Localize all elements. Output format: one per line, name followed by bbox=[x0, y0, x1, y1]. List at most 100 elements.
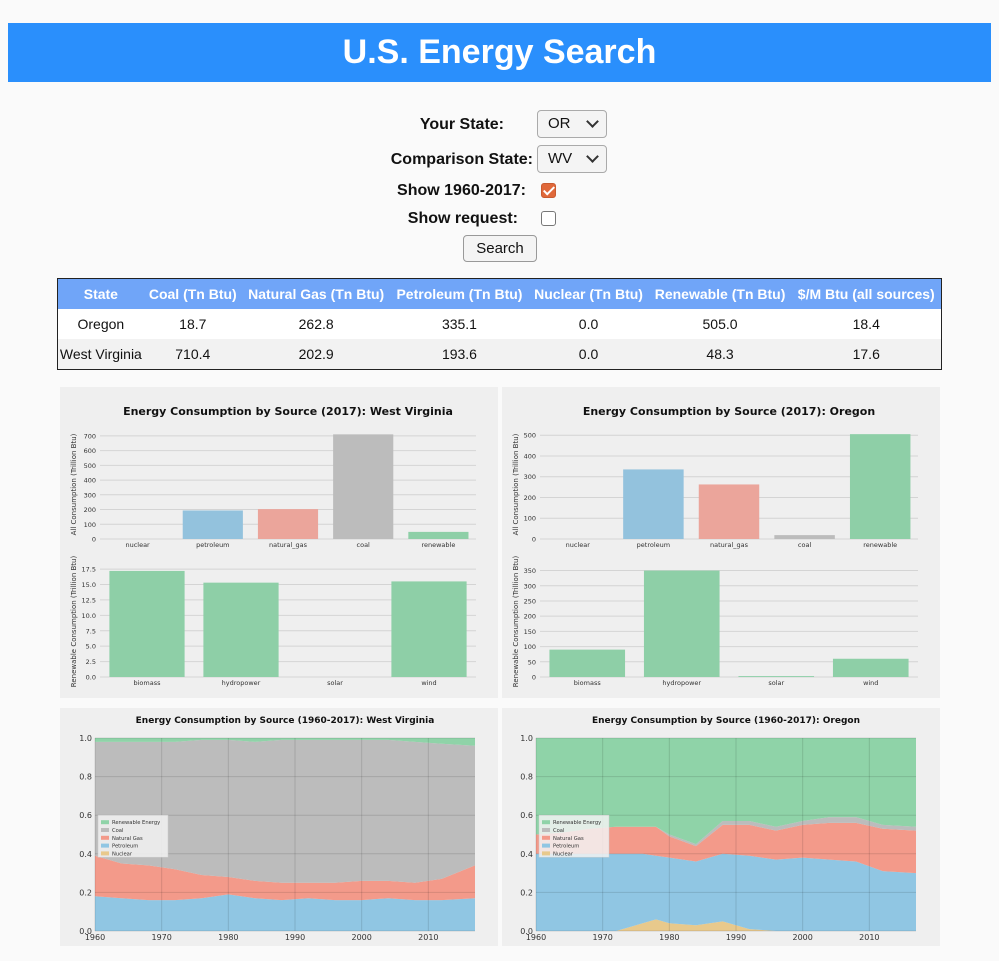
show-request-checkbox[interactable] bbox=[541, 211, 556, 226]
show-history-checkbox[interactable] bbox=[541, 183, 556, 198]
y-tick-label: 300 bbox=[524, 582, 536, 590]
area-coal bbox=[536, 817, 916, 847]
y-tick-label: 0.6 bbox=[79, 811, 92, 820]
your-state-select[interactable]: OR bbox=[537, 110, 607, 138]
legend-entry: Petroleum bbox=[112, 844, 138, 850]
y-tick-label: 0.2 bbox=[79, 888, 92, 897]
x-tick-label: 2010 bbox=[418, 933, 438, 942]
y-tick-label: 7.5 bbox=[86, 627, 96, 635]
wv-history-chart: Energy Consumption by Source (1960-2017)… bbox=[79, 716, 475, 942]
x-tick-label: petroleum bbox=[196, 541, 229, 549]
y-tick-label: 0.8 bbox=[79, 773, 92, 782]
or-2017-panel: Energy Consumption by Source (2017): Ore… bbox=[502, 387, 940, 698]
y-tick-label: 0 bbox=[532, 536, 536, 544]
col-header: Natural Gas (Tn Btu) bbox=[241, 278, 391, 309]
x-tick-label: solar bbox=[327, 679, 343, 687]
x-tick-label: biomass bbox=[134, 679, 162, 687]
or-history-chart: Energy Consumption by Source (1960-2017)… bbox=[520, 716, 916, 942]
table-cell: 48.3 bbox=[648, 339, 792, 370]
table-cell: 505.0 bbox=[648, 309, 792, 339]
y-tick-label: 15.0 bbox=[82, 581, 96, 589]
table-cell: 193.6 bbox=[390, 339, 529, 370]
area-petroleum bbox=[536, 853, 916, 931]
y-tick-label: 0.0 bbox=[79, 927, 92, 936]
x-tick-label: 1960 bbox=[526, 933, 546, 942]
x-tick-label: 2000 bbox=[351, 933, 371, 942]
table-cell: West Virginia bbox=[57, 339, 144, 370]
y-tick-label: 150 bbox=[524, 628, 536, 636]
x-tick-label: renewable bbox=[421, 541, 455, 549]
energy-table: State Coal (Tn Btu) Natural Gas (Tn Btu)… bbox=[57, 278, 942, 370]
table-cell: 18.4 bbox=[791, 309, 942, 339]
chevron-down-icon bbox=[586, 150, 599, 163]
comparison-state-select[interactable]: WV bbox=[537, 145, 607, 173]
legend-swatch bbox=[542, 820, 550, 825]
bar-natural_gas bbox=[257, 509, 319, 539]
chart-title: Energy Consumption by Source (2017): Ore… bbox=[583, 405, 875, 418]
y-axis-label: Renewable Consumption (Trillion Btu) bbox=[70, 556, 78, 688]
bar-renewable bbox=[408, 531, 469, 539]
legend-entry: Renewable Energy bbox=[553, 820, 601, 826]
chart-title: Energy Consumption by Source (1960-2017)… bbox=[592, 716, 860, 726]
bar-natural_gas bbox=[698, 484, 760, 539]
table-header-row: State Coal (Tn Btu) Natural Gas (Tn Btu)… bbox=[57, 278, 942, 309]
x-tick-label: 1980 bbox=[218, 933, 238, 942]
legend-swatch bbox=[101, 828, 109, 832]
your-state-label: Your State: bbox=[419, 116, 504, 133]
comparison-state-label: Comparison State: bbox=[390, 151, 533, 168]
col-header: Coal (Tn Btu) bbox=[143, 278, 242, 309]
chart-title: Energy Consumption by Source (1960-2017)… bbox=[136, 716, 435, 726]
legend-entry: Nuclear bbox=[553, 851, 574, 857]
area-nuclear bbox=[536, 919, 916, 931]
y-tick-label: 350 bbox=[524, 567, 536, 575]
y-tick-label: 100 bbox=[524, 643, 536, 651]
x-tick-label: coal bbox=[357, 541, 371, 549]
area-renewable-energy bbox=[95, 738, 475, 746]
bar-wind bbox=[391, 581, 467, 677]
y-tick-label: 300 bbox=[524, 473, 536, 481]
y-tick-label: 0.0 bbox=[520, 927, 533, 936]
legend-entry: Natural Gas bbox=[112, 836, 143, 842]
y-axis-label: All Consumption (Trillion Btu) bbox=[70, 433, 78, 535]
table-cell: Oregon bbox=[57, 309, 144, 339]
y-tick-label: 0.8 bbox=[520, 773, 533, 782]
legend-entry: Renewable Energy bbox=[112, 820, 160, 826]
x-tick-label: hydropower bbox=[662, 679, 701, 687]
x-tick-label: 2000 bbox=[792, 933, 812, 942]
x-tick-label: nuclear bbox=[566, 541, 591, 549]
table-cell: 335.1 bbox=[390, 309, 529, 339]
table-cell: 262.8 bbox=[241, 309, 391, 339]
bar-coal bbox=[774, 535, 835, 539]
x-tick-label: hydropower bbox=[222, 679, 261, 687]
legend-swatch bbox=[542, 851, 550, 856]
legend-entry: Coal bbox=[553, 828, 564, 834]
y-tick-label: 12.5 bbox=[82, 596, 96, 604]
bar-coal bbox=[333, 434, 394, 539]
y-tick-label: 0 bbox=[92, 536, 96, 544]
bar-petroleum bbox=[182, 510, 243, 539]
area-natural-gas bbox=[95, 855, 475, 901]
table-cell: 0.0 bbox=[528, 339, 649, 370]
y-tick-label: 200 bbox=[524, 613, 536, 621]
legend-swatch bbox=[542, 835, 550, 840]
y-tick-label: 400 bbox=[84, 477, 96, 485]
y-tick-label: 400 bbox=[524, 452, 536, 460]
col-header: Nuclear (Tn Btu) bbox=[528, 278, 649, 309]
show-request-label: Show request: bbox=[407, 210, 518, 227]
page-title: U.S. Energy Search bbox=[8, 23, 991, 82]
x-tick-label: natural_gas bbox=[710, 541, 749, 549]
bar-biomass bbox=[549, 649, 626, 677]
y-tick-label: 100 bbox=[84, 521, 96, 529]
table-cell: 17.6 bbox=[791, 339, 942, 370]
x-tick-label: wind bbox=[421, 679, 436, 687]
bar-hydropower bbox=[203, 582, 279, 677]
comparison-state-value: WV bbox=[548, 150, 573, 167]
y-tick-label: 0.4 bbox=[520, 850, 533, 859]
legend-swatch bbox=[101, 851, 109, 856]
chart-title: Energy Consumption by Source (2017): Wes… bbox=[123, 405, 453, 418]
search-button[interactable]: Search bbox=[463, 235, 537, 262]
legend-entry: Nuclear bbox=[112, 851, 133, 857]
x-tick-label: renewable bbox=[863, 541, 897, 549]
bar-solar bbox=[738, 676, 815, 677]
x-tick-label: 1960 bbox=[85, 933, 105, 942]
